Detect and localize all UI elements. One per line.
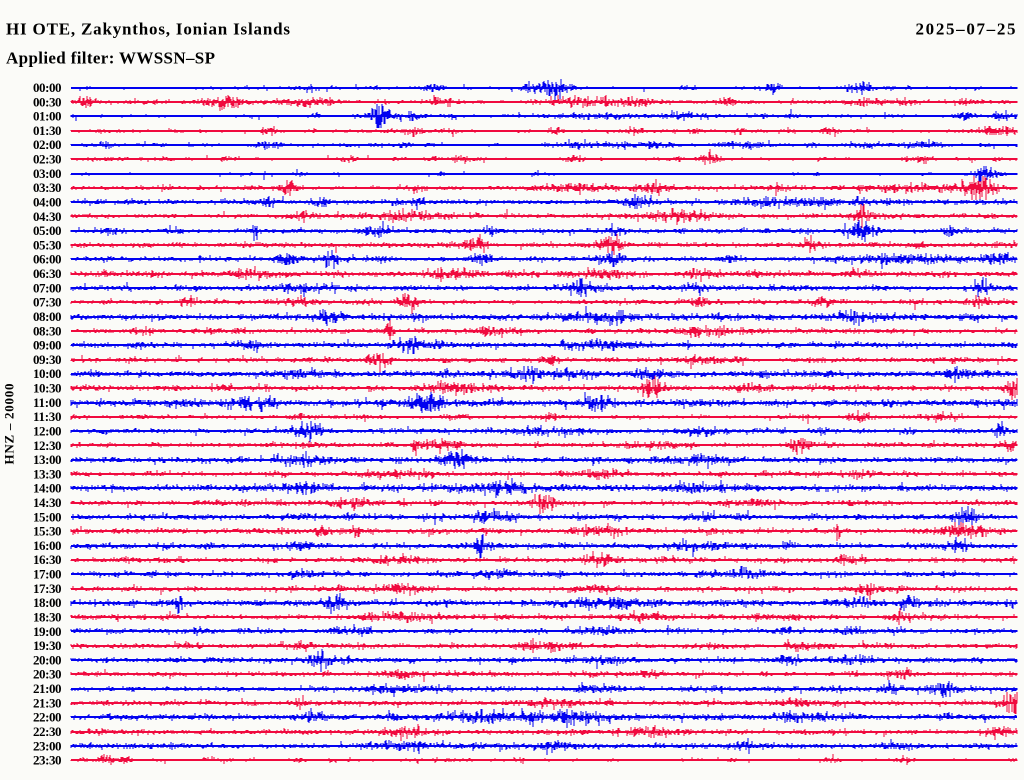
svg-text:13:00: 13:00 — [33, 452, 62, 467]
svg-text:02:30: 02:30 — [33, 152, 62, 167]
svg-text:05:00: 05:00 — [33, 223, 62, 238]
svg-text:08:00: 08:00 — [33, 309, 62, 324]
svg-text:21:30: 21:30 — [33, 695, 62, 710]
svg-text:Applied filter: WWSSN–SP: Applied filter: WWSSN–SP — [6, 49, 215, 68]
svg-text:20:00: 20:00 — [33, 652, 62, 667]
svg-text:09:00: 09:00 — [33, 338, 62, 353]
svg-text:21:00: 21:00 — [33, 681, 62, 696]
svg-text:12:00: 12:00 — [33, 423, 62, 438]
svg-text:08:30: 08:30 — [33, 323, 62, 338]
svg-text:23:30: 23:30 — [33, 753, 62, 768]
svg-text:17:30: 17:30 — [33, 581, 62, 596]
svg-text:06:00: 06:00 — [33, 252, 62, 267]
svg-text:10:30: 10:30 — [33, 381, 62, 396]
svg-text:11:30: 11:30 — [33, 409, 62, 424]
svg-text:16:00: 16:00 — [33, 538, 62, 553]
svg-text:15:30: 15:30 — [33, 524, 62, 539]
svg-text:07:30: 07:30 — [33, 295, 62, 310]
svg-text:01:30: 01:30 — [33, 123, 62, 138]
svg-text:03:30: 03:30 — [33, 180, 62, 195]
svg-text:16:30: 16:30 — [33, 552, 62, 567]
svg-text:17:00: 17:00 — [33, 567, 62, 582]
svg-text:15:00: 15:00 — [33, 509, 62, 524]
svg-text:22:30: 22:30 — [33, 724, 62, 739]
svg-text:09:30: 09:30 — [33, 352, 62, 367]
svg-text:HNZ – 20000: HNZ – 20000 — [2, 384, 17, 465]
svg-text:07:00: 07:00 — [33, 280, 62, 295]
svg-text:00:30: 00:30 — [33, 94, 62, 109]
svg-text:03:00: 03:00 — [33, 166, 62, 181]
svg-text:14:30: 14:30 — [33, 495, 62, 510]
svg-text:12:30: 12:30 — [33, 438, 62, 453]
svg-text:02:00: 02:00 — [33, 137, 62, 152]
svg-text:14:00: 14:00 — [33, 481, 62, 496]
svg-text:06:30: 06:30 — [33, 266, 62, 281]
svg-text:19:30: 19:30 — [33, 638, 62, 653]
svg-text:04:30: 04:30 — [33, 209, 62, 224]
svg-text:20:30: 20:30 — [33, 667, 62, 682]
svg-text:10:00: 10:00 — [33, 366, 62, 381]
svg-text:05:30: 05:30 — [33, 237, 62, 252]
svg-text:2025–07–25: 2025–07–25 — [916, 20, 1016, 39]
svg-text:19:00: 19:00 — [33, 624, 62, 639]
svg-text:18:00: 18:00 — [33, 595, 62, 610]
svg-text:01:00: 01:00 — [33, 109, 62, 124]
svg-text:18:30: 18:30 — [33, 610, 62, 625]
svg-text:22:00: 22:00 — [33, 710, 62, 725]
svg-text:HI OTE, Zakynthos, Ionian Isla: HI OTE, Zakynthos, Ionian Islands — [6, 20, 290, 39]
svg-text:00:00: 00:00 — [33, 80, 62, 95]
svg-text:23:00: 23:00 — [33, 738, 62, 753]
svg-text:11:00: 11:00 — [33, 395, 62, 410]
svg-text:13:30: 13:30 — [33, 466, 62, 481]
svg-text:04:00: 04:00 — [33, 195, 62, 210]
